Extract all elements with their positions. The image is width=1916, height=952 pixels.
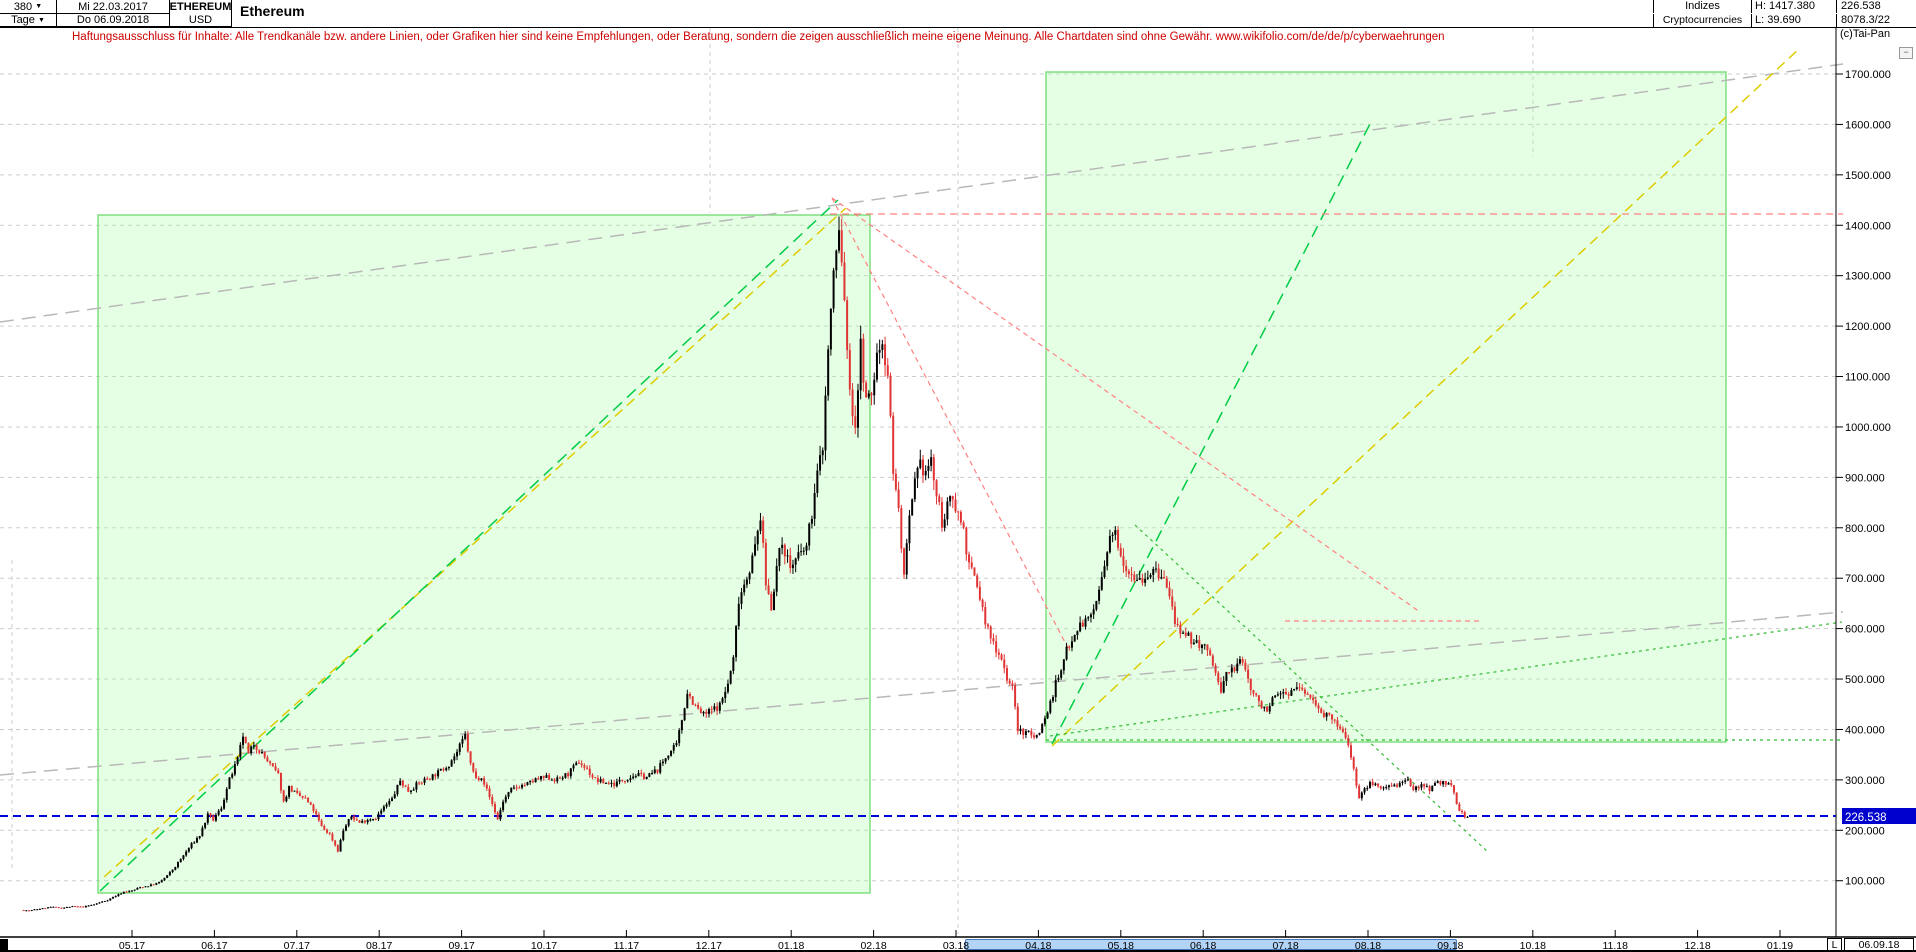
y-axis-label: 1500.000	[1845, 170, 1891, 182]
y-axis-label: 1600.000	[1845, 119, 1891, 131]
currency-label: USD	[170, 14, 232, 27]
price-tag-value: 226.538	[1845, 812, 1887, 824]
chevron-down-icon: ▼	[37, 16, 45, 24]
axis-labels: 100.000 200.000 300.000 400.000 500.000 600.0…	[1836, 69, 1891, 888]
y-axis-label: 100.000	[1845, 876, 1885, 888]
y-axis-label: 600.000	[1845, 624, 1885, 636]
y-axis-label: 1300.000	[1845, 271, 1891, 283]
axis-frame	[0, 27, 1916, 938]
y-axis-label: 400.000	[1845, 724, 1885, 736]
x-axis-label: 04.18	[1025, 940, 1051, 952]
current-price-tag: 226.538	[1842, 808, 1916, 824]
chevron-down-icon: ▼	[35, 3, 43, 10]
vertical-marker-lines	[11, 28, 1534, 934]
x-axis-label: 06.17	[201, 940, 227, 952]
x-axis-label: 07.17	[284, 940, 310, 952]
y-axis-label: 1200.000	[1845, 321, 1891, 333]
x-axis-labels: 05.17 06.17 07.17 08.17 09.17 10.17 11.17 12.17…	[119, 930, 1793, 952]
candlesticks	[22, 216, 1469, 912]
bars-count-dropdown[interactable]: 380 ▼	[0, 0, 56, 13]
date-from-value: Mi 22.03.2017	[78, 0, 148, 13]
group-row1-label: Indizes	[1653, 0, 1751, 13]
symbol-label: ETHEREUM	[169, 0, 232, 14]
date-to-value: Do 06.09.2018	[76, 14, 150, 26]
y-axis-label: 1000.000	[1845, 422, 1891, 434]
range-high-value: H: 1417.380	[1751, 0, 1839, 13]
x-axis-label: 02.18	[860, 940, 886, 952]
bars-count-value: 380	[13, 0, 33, 13]
x-axis-label: 11.17	[614, 940, 640, 952]
period-dropdown[interactable]: Tage ▼	[0, 14, 56, 26]
y-axis-label: 500.000	[1845, 674, 1885, 686]
y-axis-label: 700.000	[1845, 573, 1885, 585]
disclaimer-text: Haftungsausschluss für Inhalte: Alle Tre…	[72, 31, 1445, 43]
copyright-label: (c)Tai-Pan	[1840, 28, 1891, 40]
instrument-title: Ethereum	[240, 3, 305, 19]
x-axis-label: 06.18	[1190, 940, 1216, 952]
trend-lines	[0, 47, 1844, 892]
period-value: Tage	[11, 14, 35, 26]
x-axis-label: 08.18	[1355, 940, 1381, 952]
window-bottom-border	[0, 950, 1916, 952]
x-axis-label: 05.17	[119, 940, 145, 952]
x-axis-label: 08.17	[366, 940, 392, 952]
y-axis-label: 1100.000	[1845, 372, 1890, 384]
y-axis-label: 1700.000	[1845, 69, 1891, 81]
minimize-icon[interactable]: −	[1899, 47, 1913, 59]
quote-info-panel: Indizes Cryptocurrencies H: 1417.380 L: …	[1653, 0, 1916, 27]
y-axis-label: 1400.000	[1845, 220, 1891, 232]
x-axis-label: 12.17	[696, 940, 722, 952]
x-axis-label: 10.18	[1520, 940, 1546, 952]
last-price-value: 226.538	[1836, 0, 1916, 13]
x-axis-label: 09.18	[1437, 940, 1463, 952]
x-axis-label: 05.18	[1108, 940, 1134, 952]
y-axis-label: 200.000	[1845, 825, 1885, 837]
x-axis-label: 01.18	[778, 940, 804, 952]
x-axis-label: 11.18	[1602, 940, 1628, 952]
x-axis-label: 01.19	[1767, 940, 1793, 952]
corner-block	[0, 939, 8, 952]
x-axis-label: 12.18	[1684, 940, 1710, 952]
time-range-scrollbar[interactable]	[965, 939, 1457, 950]
grid-lines	[0, 73, 1836, 882]
trend-channel-boxes	[97, 71, 1727, 894]
y-axis-label: 800.000	[1845, 523, 1885, 535]
last-date-label: 06.09.18	[1844, 938, 1914, 952]
x-axis-label: 03.18	[943, 940, 969, 952]
secondary-value: 8078.3/22	[1836, 14, 1916, 27]
x-axis-label: 10.17	[531, 940, 557, 952]
y-axis-label: 900.000	[1845, 472, 1885, 484]
y-axis-label: 300.000	[1845, 775, 1885, 787]
x-axis-label: 07.18	[1272, 940, 1298, 952]
group-row2-label: Cryptocurrencies	[1653, 14, 1751, 27]
date-from-field[interactable]: Mi 22.03.2017	[57, 0, 170, 14]
range-low-value: L: 39.690	[1751, 14, 1839, 27]
x-axis-label: 09.17	[448, 940, 474, 952]
date-to-field[interactable]: Do 06.09.2018	[57, 14, 170, 27]
